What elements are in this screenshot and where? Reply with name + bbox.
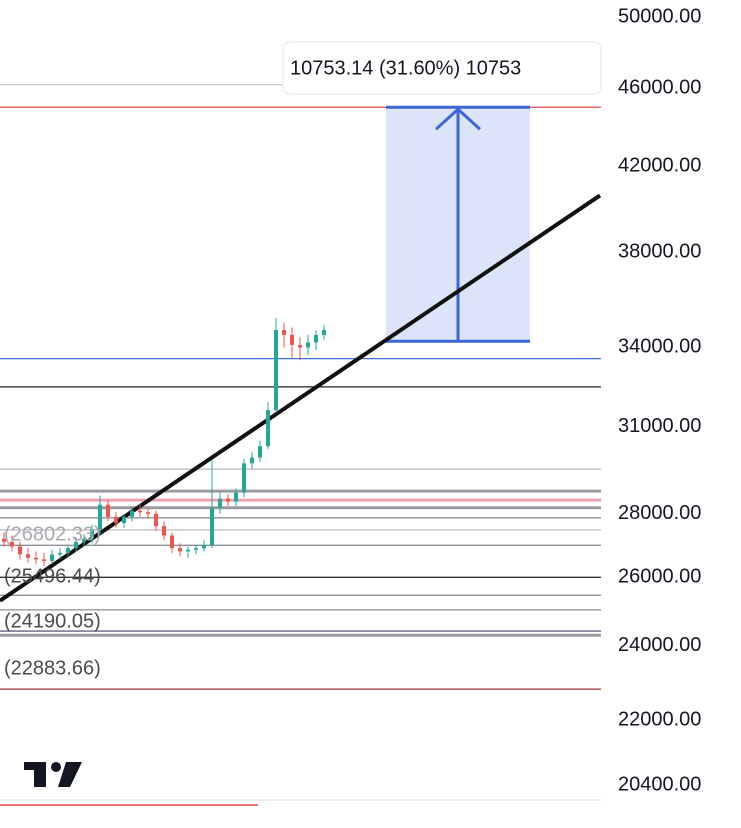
candle-body [146,512,150,514]
candle-body [226,498,230,502]
candle-body [202,544,206,549]
candle-body [10,541,14,547]
candle-body [58,552,62,555]
level-label: (24190.05) [4,610,101,632]
candle-body [274,329,278,411]
candle-body [234,492,238,502]
candle-body [130,510,134,517]
candle-body [42,559,46,561]
candle-body [90,529,94,539]
y-tick-label: 38000.00 [618,240,701,262]
candle-body [138,510,142,513]
candle-body [298,344,302,348]
candle-body [266,410,270,447]
candle-body [282,329,286,335]
candle-body [34,557,38,560]
y-tick-label: 34000.00 [618,336,701,358]
candle-body [250,457,254,464]
level-label: (26802.33) [4,523,101,545]
measure-arrowhead [434,107,482,131]
candle-body [210,507,214,545]
candle-body [322,329,326,335]
candle-body [170,535,174,549]
candle-body [290,334,294,345]
y-tick-label: 42000.00 [618,155,701,177]
measure-label-box [282,41,602,95]
y-tick-label: 20400.00 [618,773,701,795]
candle-body [106,504,110,517]
candle-body [74,541,78,549]
level-label: (22883.66) [4,657,101,679]
candle-body [26,554,30,558]
y-tick-label: 22000.00 [618,709,701,731]
tradingview-logo [24,762,82,787]
level-label: (25496.44) [4,565,101,587]
candle-body [154,513,158,527]
measure-label: 10753.14 (31.60%) 10753 [290,57,521,79]
y-tick-label: 28000.00 [618,502,701,524]
candle-body [242,463,246,493]
candle-body [258,446,262,458]
candle-body [98,504,102,530]
candle-body [2,538,6,542]
candle-body [194,548,198,550]
candle-body [66,548,70,553]
candle-body [314,334,318,343]
candle-body [82,538,86,542]
y-tick-label: 26000.00 [618,566,701,588]
candle-body [162,526,166,536]
candle-body [122,516,126,524]
y-tick-label: 31000.00 [618,415,701,437]
candle-body [114,516,118,524]
y-tick-label: 46000.00 [618,77,701,99]
candle-body [218,498,222,508]
candle-body [306,342,310,348]
candle-body [178,548,182,552]
y-tick-label: 24000.00 [618,634,701,656]
y-tick-label: 50000.00 [618,5,701,27]
candle-body [186,549,190,552]
candle-body [18,546,22,555]
candle-body [50,554,54,561]
